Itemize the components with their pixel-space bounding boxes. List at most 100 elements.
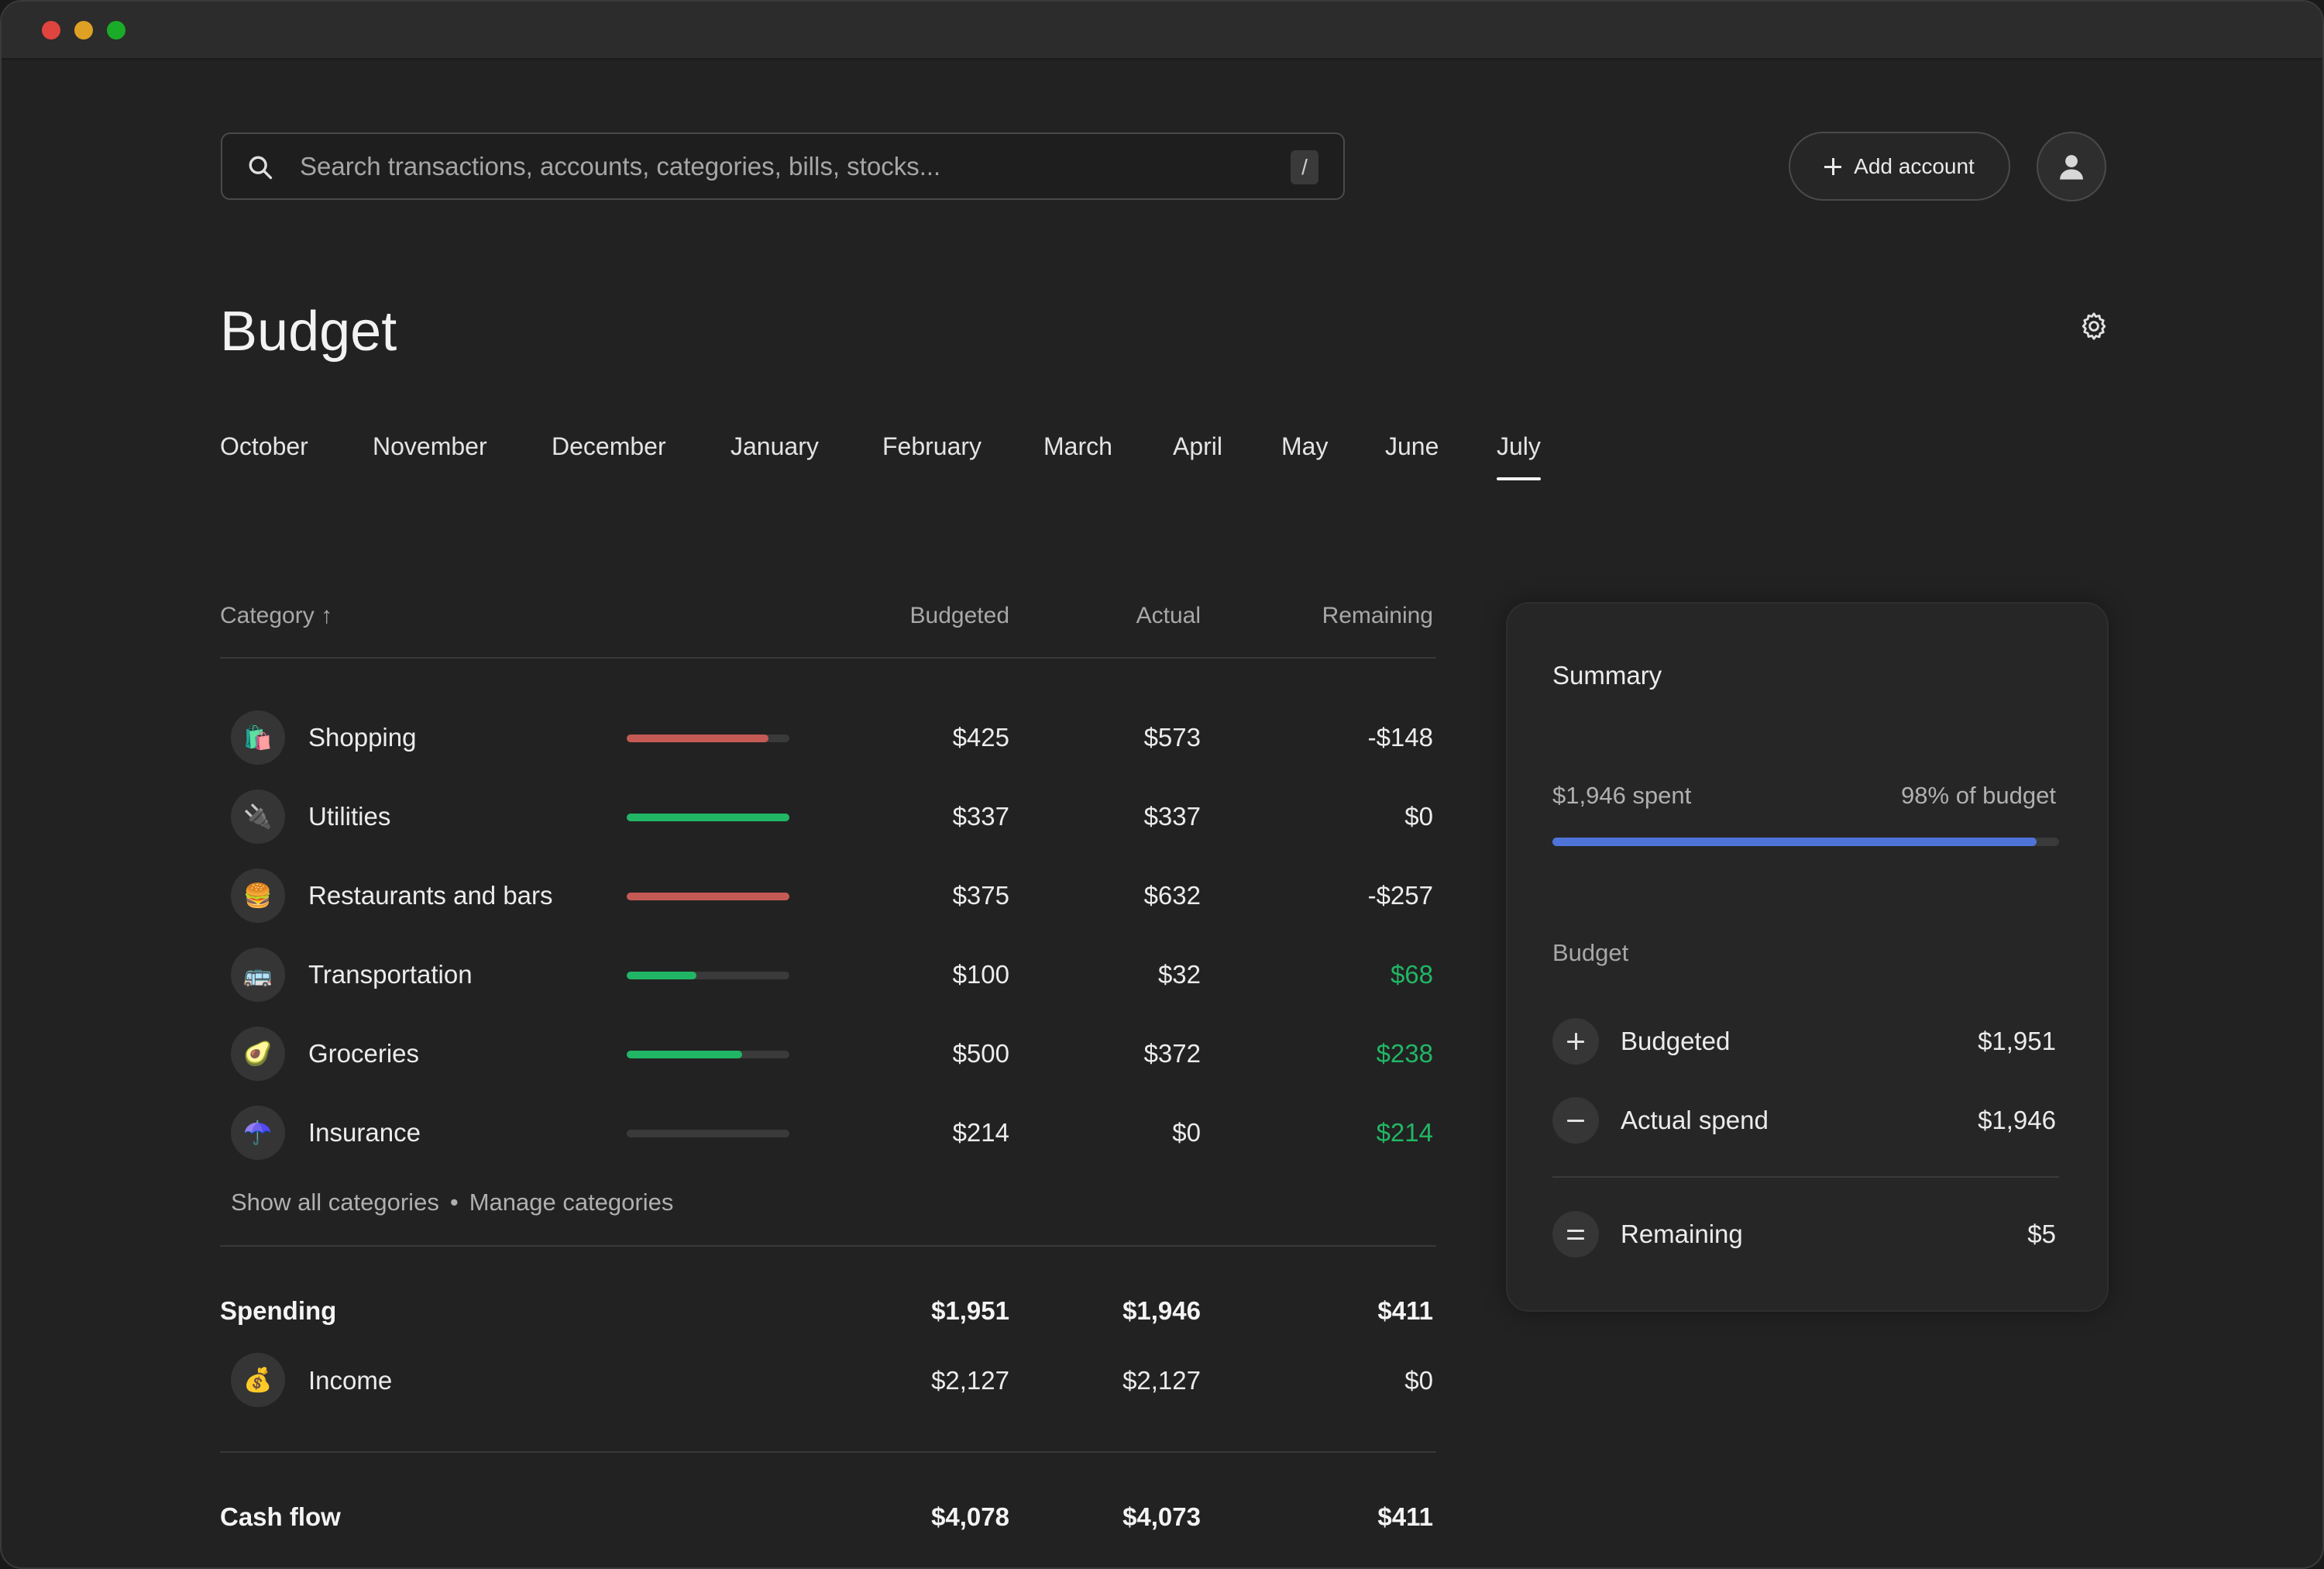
minimize-window-button[interactable] <box>74 21 93 40</box>
remaining-value: -$257 <box>1367 881 1433 910</box>
cash-flow-remaining: $411 <box>1377 1502 1433 1531</box>
actual-value: $0 <box>1172 1118 1201 1147</box>
budgeted-value: $500 <box>952 1039 1009 1068</box>
remaining-value: $238 <box>1376 1039 1433 1068</box>
manage-categories-link[interactable]: Manage categories <box>469 1189 674 1216</box>
tab-december[interactable]: December <box>552 432 666 460</box>
page-title: Budget <box>220 301 397 363</box>
remaining-value: $68 <box>1390 960 1433 989</box>
tab-february[interactable]: February <box>882 432 982 460</box>
actual-value: $573 <box>1143 723 1201 752</box>
remaining-value: $214 <box>1376 1118 1433 1147</box>
cash-flow-actual: $4,073 <box>1122 1502 1201 1531</box>
remaining-value: $0 <box>1404 802 1433 831</box>
header-divider <box>220 657 1436 659</box>
close-window-button[interactable] <box>42 21 60 40</box>
summary-card: Summary $1,946 spent 98% of budget Budge… <box>1506 602 2109 1312</box>
summary-remaining-value: $5 <box>2027 1220 2056 1248</box>
budgeted-value: $425 <box>952 723 1009 752</box>
summary-budgeted-label: Budgeted <box>1621 1027 1731 1055</box>
income-label: Income <box>308 1366 393 1395</box>
burger-icon: 🍔 <box>231 869 285 923</box>
budgeted-value: $375 <box>952 881 1009 910</box>
gear-icon[interactable] <box>2079 311 2109 341</box>
plus-icon <box>1824 157 1842 175</box>
search-input[interactable] <box>300 134 1253 198</box>
shopping-bag-icon: 🛍️ <box>231 711 285 765</box>
actual-value: $372 <box>1143 1039 1201 1068</box>
cash-flow-budgeted: $4,078 <box>931 1502 1009 1531</box>
spending-actual: $1,946 <box>1122 1296 1201 1325</box>
column-header-actual[interactable]: Actual <box>1136 603 1201 628</box>
progress-bar-fill <box>627 1051 743 1058</box>
category-links: Show all categories • Manage categories <box>231 1189 673 1216</box>
spending-budgeted: $1,951 <box>931 1296 1009 1325</box>
search-icon <box>249 156 273 180</box>
summary-actual-value: $1,946 <box>1978 1106 2056 1134</box>
tab-april[interactable]: April <box>1173 432 1223 460</box>
tab-january[interactable]: January <box>731 432 819 460</box>
column-header-remaining[interactable]: Remaining <box>1322 603 1433 628</box>
user-icon <box>2060 155 2083 180</box>
actual-value: $632 <box>1143 881 1201 910</box>
summary-progress-fill <box>1552 838 2037 846</box>
money-bag-icon: 💰 <box>231 1353 285 1407</box>
summary-budgeted-value: $1,951 <box>1978 1027 2056 1055</box>
summary-divider <box>1552 1176 2059 1178</box>
category-name: Restaurants and bars <box>308 881 553 910</box>
user-avatar-button[interactable] <box>2037 132 2106 201</box>
add-account-label: Add account <box>1854 153 1975 178</box>
tab-october[interactable]: October <box>220 432 308 460</box>
column-header-category[interactable]: Category ↑ <box>220 603 333 628</box>
income-remaining: $0 <box>1404 1366 1433 1395</box>
summary-remaining-label: Remaining <box>1621 1220 1743 1248</box>
progress-bar-fill <box>627 735 768 742</box>
show-all-categories-link[interactable]: Show all categories <box>231 1189 439 1216</box>
category-name: Utilities <box>308 802 391 831</box>
progress-bar-fill <box>627 893 789 900</box>
tab-november[interactable]: November <box>373 432 487 460</box>
category-name: Insurance <box>308 1118 421 1147</box>
cash-flow-divider <box>220 1451 1436 1453</box>
column-header-budgeted[interactable]: Budgeted <box>909 603 1009 628</box>
progress-bar <box>627 972 789 979</box>
search-shortcut-hint: / <box>1291 150 1318 184</box>
maximize-window-button[interactable] <box>107 21 125 40</box>
title-bar <box>2 2 2322 60</box>
plug-icon: 🔌 <box>231 790 285 844</box>
minus-circle-icon <box>1552 1097 1599 1144</box>
progress-bar <box>627 814 789 821</box>
summary-percent: 98% of budget <box>1901 782 2056 809</box>
category-name: Shopping <box>308 723 417 752</box>
actual-value: $337 <box>1143 802 1201 831</box>
income-budgeted: $2,127 <box>931 1366 1009 1395</box>
budgeted-value: $100 <box>952 960 1009 989</box>
summary-actual-label: Actual spend <box>1621 1106 1769 1134</box>
tab-june[interactable]: June <box>1385 432 1439 460</box>
summary-title: Summary <box>1552 661 1662 690</box>
progress-bar <box>627 893 789 900</box>
search-bar[interactable]: / <box>221 132 1345 200</box>
progress-bar-fill <box>627 972 697 979</box>
tab-march[interactable]: March <box>1043 432 1112 460</box>
income-actual: $2,127 <box>1122 1366 1201 1395</box>
actual-value: $32 <box>1157 960 1201 989</box>
summary-progress-bar <box>1552 838 2059 846</box>
bus-icon: 🚌 <box>231 948 285 1002</box>
equals-circle-icon <box>1552 1211 1599 1258</box>
umbrella-icon: ☂️ <box>231 1106 285 1160</box>
spending-divider <box>220 1245 1436 1247</box>
add-account-button[interactable]: Add account <box>1789 132 2010 201</box>
budgeted-value: $337 <box>952 802 1009 831</box>
category-name: Transportation <box>308 960 473 989</box>
spending-remaining: $411 <box>1377 1296 1433 1325</box>
tab-july[interactable]: July <box>1497 432 1541 480</box>
tab-may[interactable]: May <box>1281 432 1329 460</box>
cash-flow-label: Cash flow <box>220 1502 341 1531</box>
progress-bar <box>627 735 789 742</box>
summary-spent: $1,946 spent <box>1552 782 1692 809</box>
plus-circle-icon <box>1552 1018 1599 1065</box>
progress-bar <box>627 1051 789 1058</box>
avocado-icon: 🥑 <box>231 1027 285 1081</box>
